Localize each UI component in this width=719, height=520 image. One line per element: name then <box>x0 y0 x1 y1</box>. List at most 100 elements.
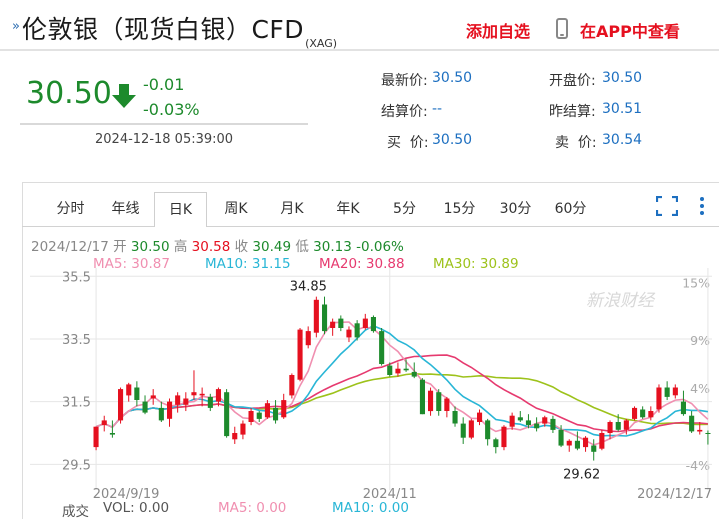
bid-value: 30.50 <box>432 132 473 148</box>
tab-15min[interactable]: 15分 <box>443 201 476 217</box>
candle-body <box>281 400 287 418</box>
candle-body <box>623 420 629 430</box>
max-price-label: 34.85 <box>290 280 327 295</box>
fullscreen-icon[interactable] <box>656 196 678 216</box>
candle-body <box>362 318 368 328</box>
candle-body <box>305 331 311 346</box>
info-low: 30.13 <box>313 239 352 255</box>
candle-body <box>142 401 148 413</box>
candle-body <box>648 411 654 418</box>
tab-5min[interactable]: 5分 <box>393 201 416 217</box>
y-right-tick-label: 4% <box>690 381 710 396</box>
y-right-tick-label: -4% <box>686 458 710 473</box>
info-high-label: 高 <box>173 239 188 255</box>
candle-body <box>395 368 401 374</box>
candle-body <box>452 411 458 424</box>
open-label: 开盘价: <box>549 73 596 89</box>
tab-daily-k[interactable]: 日K <box>154 192 207 227</box>
ma5-line <box>95 321 709 446</box>
candle-body <box>297 329 303 380</box>
candle-body <box>175 395 181 405</box>
info-open-label: 开 <box>113 239 127 255</box>
candle-body <box>330 321 336 328</box>
tab-monthly-k[interactable]: 月K <box>280 201 304 217</box>
candle-body <box>158 407 164 421</box>
candle-body <box>493 439 499 448</box>
tab-30min[interactable]: 30分 <box>499 201 532 217</box>
candle-body <box>517 417 523 421</box>
tab-weekly-k[interactable]: 周K <box>224 201 248 217</box>
quote-datetime: 2024-12-18 05:39:00 <box>95 132 234 147</box>
ma20-line <box>95 354 708 433</box>
candle-body <box>215 389 221 402</box>
page-title: » 伦敦银（现货白银）CFD (XAG) <box>12 8 337 50</box>
candle-body <box>118 389 124 421</box>
open-app-button[interactable]: 在APP中查看 <box>580 22 680 41</box>
latest-label: 最新价: <box>381 73 428 89</box>
candle-body <box>134 387 140 400</box>
candle-body <box>419 379 425 415</box>
candle-body <box>599 433 605 449</box>
down-arrow-icon <box>112 84 136 108</box>
min-price-label: 29.62 <box>563 468 600 483</box>
candle-body <box>248 411 254 422</box>
candle-body <box>558 429 564 446</box>
candle-body <box>656 387 662 410</box>
settle-value: -- <box>432 101 443 117</box>
open-value: 30.50 <box>602 70 643 86</box>
candle-body <box>615 422 621 430</box>
info-close: 30.49 <box>252 239 292 255</box>
chart-panel <box>22 182 719 519</box>
candle-info: 2024/12/17 开 30.50 高 30.58 收 30.49 低 30.… <box>31 235 404 255</box>
candle-body <box>379 331 385 364</box>
settle-label: 结算价: <box>381 104 428 120</box>
candle-body <box>322 304 328 332</box>
candle-body <box>697 429 703 432</box>
candle-body <box>607 422 613 433</box>
tab-yearline[interactable]: 年线 <box>111 201 140 217</box>
candle-body <box>240 423 246 435</box>
candle-body <box>632 407 638 419</box>
candle-body <box>183 398 189 405</box>
info-date: 2024/12/17 <box>31 239 109 255</box>
candle-body <box>705 433 711 434</box>
candle-body <box>501 426 507 448</box>
candle-body <box>428 390 434 412</box>
tab-60min[interactable]: 60分 <box>554 201 587 217</box>
candle-body <box>444 398 450 411</box>
tab-intraday[interactable]: 分时 <box>56 201 85 217</box>
x-tick-label: 2024/9/19 <box>93 487 160 502</box>
candle-body <box>387 365 393 375</box>
candle-body <box>550 418 556 430</box>
add-watchlist-button[interactable]: 添加自选 <box>466 22 531 41</box>
candle-body <box>101 420 107 426</box>
current-price: 30.50 <box>26 76 112 111</box>
ask-label: 卖 价: <box>555 135 597 151</box>
candle-body <box>354 323 360 338</box>
info-close-label: 收 <box>234 239 249 255</box>
prev-settle-label: 昨结算: <box>549 104 596 120</box>
double-chevron-icon: » <box>12 19 20 34</box>
more-vertical-icon[interactable] <box>698 196 706 216</box>
candle-body <box>150 395 156 399</box>
candle-body <box>346 329 352 338</box>
tab-yearly-k[interactable]: 年K <box>336 201 360 217</box>
y-right-tick-label: 9% <box>690 333 710 348</box>
ma5-legend: MA5: 30.87 <box>93 256 170 272</box>
candle-body <box>411 371 417 377</box>
candle-body <box>199 393 205 396</box>
candle-body <box>534 423 540 429</box>
bid-label: 买 价: <box>387 135 429 151</box>
title-symbol: (XAG) <box>305 37 338 50</box>
candle-body <box>264 403 270 418</box>
y-right-tick-label: 15% <box>682 275 710 290</box>
period-tabs: 分时 年线 日K 周K 月K 年K 5分 15分 30分 60分 <box>23 192 663 227</box>
candle-body <box>289 375 295 396</box>
candle-body <box>313 299 319 333</box>
y-tick-label: 33.5 <box>62 333 91 348</box>
candle-body <box>224 392 230 437</box>
candle-body <box>583 437 589 448</box>
info-pct: -0.06% <box>356 239 404 255</box>
candle-body <box>591 445 597 452</box>
